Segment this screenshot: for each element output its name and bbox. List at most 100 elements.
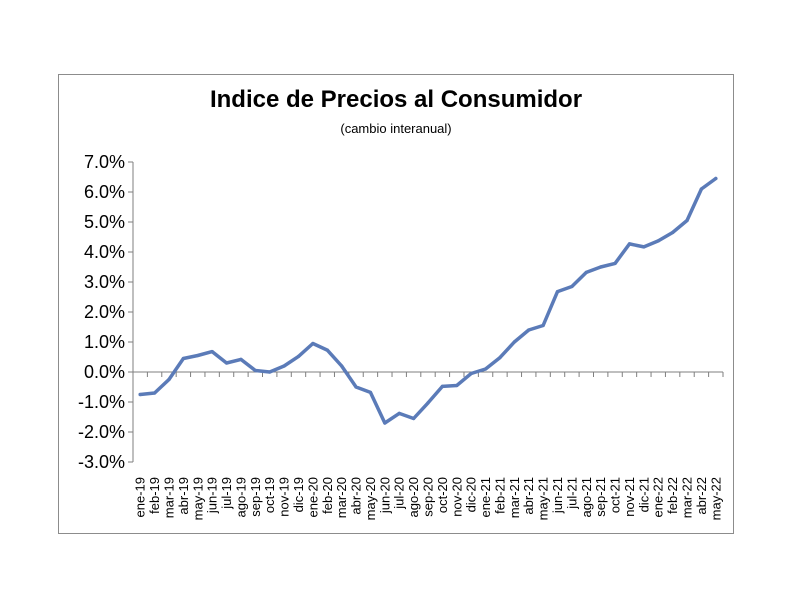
x-tick-label: may-21: [536, 477, 551, 520]
x-tick-label: jun-21: [550, 477, 565, 514]
x-tick-label: mar-21: [507, 477, 522, 518]
data-point: [483, 367, 488, 371]
x-tick-label: mar-20: [334, 477, 349, 518]
y-tick-label: 1.0%: [84, 332, 125, 352]
y-tick-label: 6.0%: [84, 182, 125, 202]
x-tick-label: oct-19: [262, 477, 277, 513]
x-tick-label: may-19: [190, 477, 205, 520]
data-point: [239, 357, 243, 361]
data-point: [455, 383, 459, 388]
x-tick-label: feb-20: [320, 477, 335, 514]
data-point: [383, 421, 387, 425]
data-point: [412, 416, 416, 421]
x-tick-label: nov-19: [277, 477, 292, 517]
y-tick-label: -2.0%: [78, 422, 125, 442]
x-tick-label: feb-19: [147, 477, 162, 514]
data-point: [196, 353, 200, 358]
x-tick-label: ene-20: [305, 477, 320, 517]
x-tick-label: nov-20: [449, 477, 464, 517]
y-tick-label: 7.0%: [84, 152, 125, 172]
x-tick-label: sep-19: [248, 477, 263, 517]
data-point: [656, 239, 660, 243]
data-point: [671, 230, 675, 235]
data-point: [584, 270, 588, 274]
data-point: [152, 391, 157, 395]
x-tick-label: abr-19: [176, 477, 191, 515]
series-group: [138, 176, 718, 425]
x-tick-label: oct-21: [608, 477, 623, 513]
y-tick-label: 5.0%: [84, 212, 125, 232]
data-point: [469, 371, 473, 376]
x-tick-label: sep-20: [421, 477, 436, 517]
x-tick-label: nov-21: [622, 477, 637, 517]
data-point: [498, 356, 502, 360]
x-tick-label: ago-20: [406, 477, 421, 517]
x-tick-label: may-22: [708, 477, 723, 520]
data-point: [527, 328, 531, 332]
x-tick-label: ene-19: [133, 477, 148, 517]
data-point: [570, 284, 574, 289]
y-tick-label: 0.0%: [84, 362, 125, 382]
data-point: [167, 377, 171, 382]
data-point: [555, 290, 560, 294]
x-tick-label: feb-22: [665, 477, 680, 514]
x-tick-label: dic-20: [464, 477, 479, 512]
y-tick-label: 2.0%: [84, 302, 125, 322]
data-point: [541, 323, 545, 328]
x-tick-label: abr-22: [694, 477, 709, 515]
y-tick-label: -1.0%: [78, 392, 125, 412]
x-tick-label: dic-19: [291, 477, 306, 512]
data-point: [627, 242, 632, 246]
series-line: [138, 176, 718, 425]
data-point: [368, 390, 373, 394]
chart-subtitle: (cambio interanual): [340, 121, 452, 136]
x-tick-label: jun-20: [377, 477, 392, 514]
x-tick-label: jun-19: [205, 477, 220, 514]
data-point: [340, 364, 344, 368]
chart-frame: [58, 74, 734, 534]
data-point: [282, 364, 286, 368]
x-tick-label: feb-21: [492, 477, 507, 514]
data-point: [613, 261, 617, 265]
x-tick-label: jul-20: [392, 477, 407, 510]
data-point: [426, 401, 430, 405]
data-point: [642, 245, 646, 249]
x-tick-label: jul-21: [564, 477, 579, 510]
data-point: [311, 341, 315, 346]
x-tick-label: mar-22: [680, 477, 695, 518]
data-point: [181, 356, 185, 361]
data-point: [253, 368, 257, 373]
x-tick-label: abr-21: [521, 477, 536, 515]
data-point: [268, 370, 272, 374]
data-point: [325, 348, 329, 352]
data-point: [512, 340, 516, 344]
y-tick-label: 3.0%: [84, 272, 125, 292]
data-point: [138, 392, 142, 397]
data-point: [440, 384, 444, 388]
data-point: [210, 350, 214, 354]
data-point: [714, 176, 718, 181]
x-tick-label: oct-20: [435, 477, 450, 513]
x-tick-label: ago-21: [579, 477, 594, 517]
y-tick-label: 4.0%: [84, 242, 125, 262]
y-axis: -3.0% -2.0% -1.0% 0.0% 1.0% 2.0% 3.0% 4.0% 5.0% 6…: [78, 152, 134, 472]
data-point: [354, 385, 358, 389]
data-point: [685, 218, 689, 223]
data-point: [224, 361, 229, 365]
x-tick-label: sep-21: [593, 477, 608, 517]
x-tick-label: dic-21: [636, 477, 651, 512]
x-tick-label: ene-21: [478, 477, 493, 517]
chart-title: Indice de Precios al Consumidor: [209, 86, 583, 113]
data-point: [699, 187, 704, 191]
x-tick-label: may-20: [363, 477, 378, 520]
x-tick-label: abr-20: [349, 477, 364, 515]
x-axis: ene-19 feb-19 mar-19 abr-19 may-19 jun-19 jul-…: [132, 371, 724, 520]
x-tick-label: ago-19: [233, 477, 248, 517]
data-point: [397, 411, 401, 415]
data-point: [296, 354, 301, 358]
x-tick-label: ene-22: [651, 477, 666, 517]
y-tick-label: -3.0%: [78, 452, 125, 472]
x-tick-label: mar-19: [161, 477, 176, 518]
x-tick-label: jul-19: [219, 477, 234, 510]
